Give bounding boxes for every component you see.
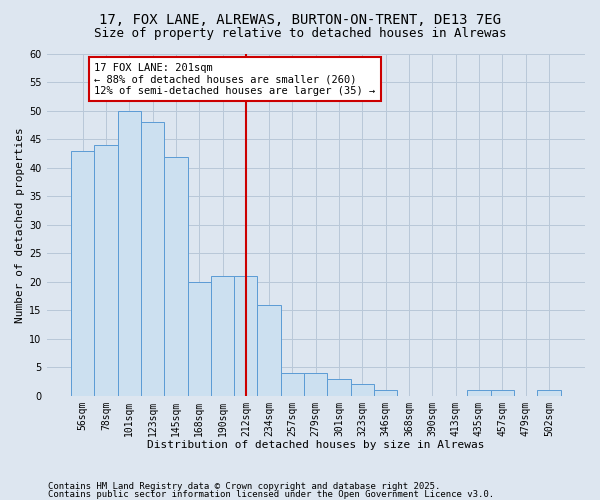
Bar: [374, 390, 397, 396]
Bar: [257, 304, 281, 396]
Text: Size of property relative to detached houses in Alrewas: Size of property relative to detached ho…: [94, 28, 506, 40]
Bar: [94, 145, 118, 396]
Bar: [141, 122, 164, 396]
Bar: [188, 282, 211, 396]
Bar: [71, 151, 94, 396]
Bar: [304, 373, 328, 396]
Bar: [281, 373, 304, 396]
Text: 17 FOX LANE: 201sqm
← 88% of detached houses are smaller (260)
12% of semi-detac: 17 FOX LANE: 201sqm ← 88% of detached ho…: [94, 62, 376, 96]
Y-axis label: Number of detached properties: Number of detached properties: [15, 127, 25, 322]
Bar: [491, 390, 514, 396]
Text: 17, FOX LANE, ALREWAS, BURTON-ON-TRENT, DE13 7EG: 17, FOX LANE, ALREWAS, BURTON-ON-TRENT, …: [99, 12, 501, 26]
Bar: [537, 390, 560, 396]
Bar: [351, 384, 374, 396]
Bar: [118, 111, 141, 396]
Bar: [467, 390, 491, 396]
Text: Contains HM Land Registry data © Crown copyright and database right 2025.: Contains HM Land Registry data © Crown c…: [48, 482, 440, 491]
Bar: [328, 378, 351, 396]
Bar: [164, 156, 188, 396]
Text: Contains public sector information licensed under the Open Government Licence v3: Contains public sector information licen…: [48, 490, 494, 499]
Bar: [234, 276, 257, 396]
X-axis label: Distribution of detached houses by size in Alrewas: Distribution of detached houses by size …: [147, 440, 485, 450]
Bar: [211, 276, 234, 396]
